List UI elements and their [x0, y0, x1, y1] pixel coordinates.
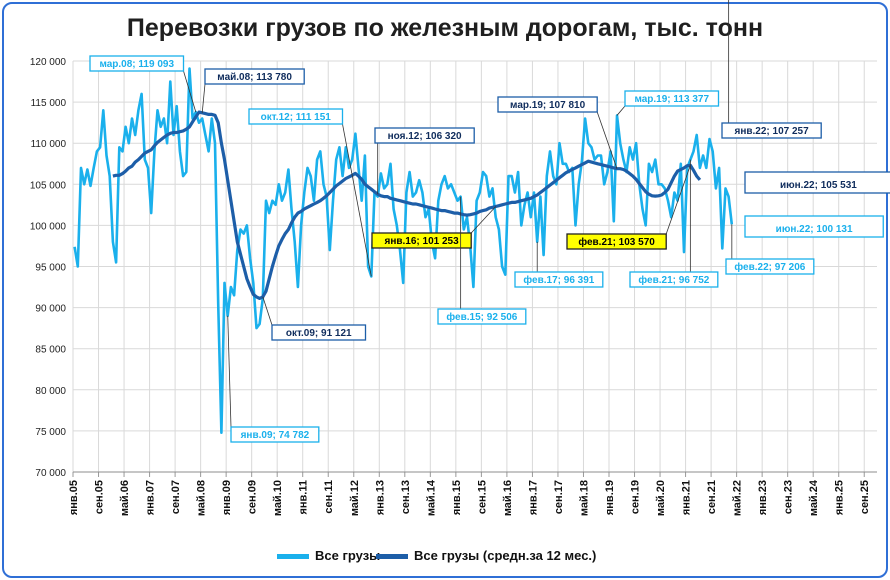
x-tick-label: янв.21 — [681, 480, 693, 515]
annotation-leader — [227, 315, 232, 428]
x-tick-label: янв.09 — [221, 480, 233, 515]
y-tick-label: 90 000 — [35, 304, 66, 315]
x-tick-label: май.10 — [272, 480, 284, 516]
chart-title: Перевозки грузов по железным дорогам, ты… — [126, 14, 764, 42]
annotation-leader — [201, 83, 206, 113]
annotation-box — [721, 122, 822, 139]
x-tick-label: сен.15 — [476, 480, 488, 514]
annotation-label: июн.22; 100 131 — [776, 224, 853, 235]
annotation-label: май.08; 113 780 — [217, 72, 292, 83]
y-tick-label: 105 000 — [30, 180, 67, 191]
annotation-leader — [342, 123, 372, 277]
annotation-label: окт.09; 91 121 — [286, 328, 352, 339]
annotation-label: фев.21; 96 752 — [638, 274, 709, 286]
x-tick-label: май.14 — [425, 479, 437, 516]
annotation-box — [374, 127, 475, 144]
annotation-label: июн.22; 105 531 — [780, 180, 857, 191]
x-tick-label: май.22 — [732, 480, 744, 516]
y-tick-label: 75 000 — [35, 427, 66, 438]
y-tick-label: 110 000 — [31, 139, 67, 150]
annotation-box — [271, 324, 367, 341]
series-line-monthly — [73, 67, 734, 434]
annotation-leader — [665, 165, 691, 235]
annotation-label: мар.19; 113 377 — [634, 94, 709, 105]
x-tick-label: сен.09 — [247, 480, 259, 514]
x-tick-label: янв.25 — [834, 480, 846, 515]
annotation-box — [566, 233, 667, 250]
annotation-label: мар.19; 107 810 — [510, 100, 586, 111]
x-tick-label: сен.11 — [323, 480, 335, 514]
annotation-label: ноя.12; 106 320 — [388, 131, 462, 142]
legend-swatch-avg — [376, 554, 408, 560]
x-tick-label: сен.05 — [94, 480, 106, 514]
annotation-box — [248, 108, 344, 125]
legend-label-monthly: Все грузы — [315, 548, 381, 563]
annotation-box — [204, 68, 305, 85]
x-tick-label: янв.13 — [374, 480, 386, 515]
annotation-box — [230, 426, 320, 443]
annotation-box — [629, 271, 719, 288]
y-tick-label: 120 000 — [30, 57, 67, 68]
annotation-label: фев.21; 103 570 — [578, 236, 655, 248]
annotation-box — [725, 258, 815, 275]
annotation-leader — [183, 70, 197, 113]
annotation-leader — [616, 105, 626, 116]
series-line-avg12 — [112, 110, 702, 300]
legend-monthly: Все грузы — [277, 548, 380, 563]
x-tick-label: янв.05 — [68, 480, 80, 515]
x-tick-label: май.12 — [349, 480, 361, 516]
y-tick-label: 95 000 — [35, 263, 66, 274]
x-tick-label: янв.07 — [145, 480, 157, 515]
x-tick-label: май.24 — [808, 479, 820, 516]
x-tick-label: янв.23 — [757, 480, 769, 515]
annotation-leader — [262, 296, 273, 326]
y-tick-label: 80 000 — [35, 386, 66, 397]
x-tick-label: сен.19 — [630, 480, 642, 514]
annotation-label: янв.22; 107 257 — [735, 126, 810, 137]
annotation-box — [89, 55, 185, 72]
legend-label-avg: Все грузы (средн.за 12 мес.) — [414, 548, 597, 563]
annotation-label: фев.15; 92 506 — [446, 311, 517, 323]
x-tick-label: сен.21 — [706, 480, 718, 514]
annotation-box — [371, 232, 472, 249]
x-tick-label: май.06 — [119, 480, 131, 516]
annotation-leader — [596, 111, 618, 169]
annotation-label: мар.08; 119 093 — [99, 59, 174, 70]
y-tick-label: 70 000 — [35, 468, 66, 479]
x-tick-label: янв.15 — [451, 480, 463, 515]
y-tick-label: 85 000 — [35, 345, 66, 356]
annotation-box — [437, 308, 527, 325]
y-tick-label: 100 000 — [30, 221, 67, 232]
annotation-label: фев.17; 96 391 — [523, 274, 594, 286]
x-tick-label: сен.23 — [783, 480, 795, 514]
annotation-box — [497, 96, 598, 113]
x-tick-label: май.08 — [196, 480, 208, 516]
x-tick-label: май.20 — [655, 480, 667, 516]
annotation-label: фев.22; 97 206 — [734, 261, 805, 273]
x-tick-label: май.18 — [578, 480, 590, 516]
x-tick-label: сен.25 — [859, 480, 871, 514]
x-tick-label: сен.13 — [400, 480, 412, 514]
legend-avg: Все грузы (средн.за 12 мес.) — [376, 548, 596, 563]
x-tick-label: янв.11 — [298, 480, 310, 515]
annotation-label: янв.09; 74 782 — [241, 430, 310, 441]
legend-swatch-monthly — [277, 554, 309, 560]
annotation-box — [514, 271, 604, 288]
annotation-box — [744, 215, 884, 238]
x-tick-label: май.16 — [502, 480, 514, 516]
x-tick-label: янв.19 — [604, 480, 616, 515]
x-tick-label: янв.17 — [527, 480, 539, 515]
x-tick-label: сен.07 — [170, 480, 182, 514]
annotation-label: янв.16; 101 253 — [385, 236, 460, 247]
annotation-label: окт.12; 111 151 — [261, 112, 332, 123]
x-tick-label: сен.17 — [553, 480, 565, 514]
y-tick-label: 115 000 — [31, 98, 67, 109]
annotation-box — [624, 90, 720, 107]
annotation-leader — [470, 206, 497, 234]
annotation-box — [744, 171, 890, 194]
